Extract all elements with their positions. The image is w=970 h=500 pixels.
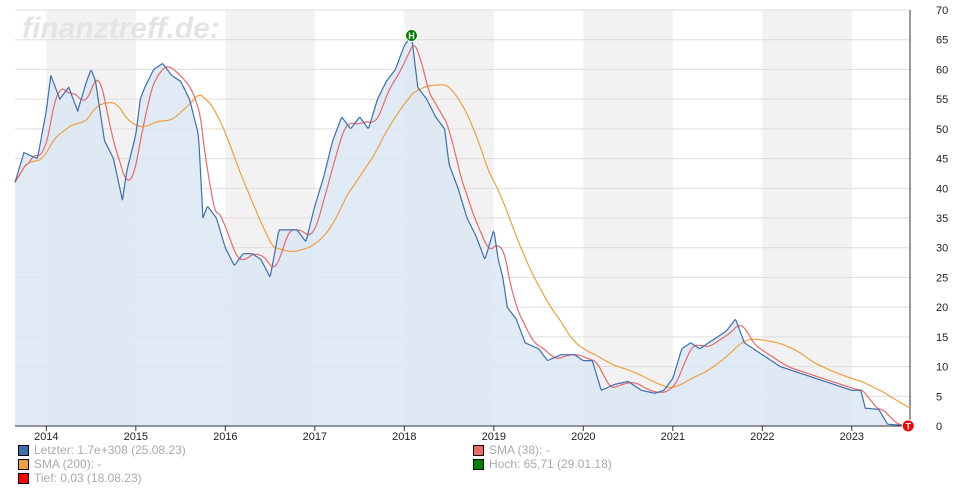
y-tick-label: 30 bbox=[936, 243, 948, 255]
legend-low: Tief: 0,03 (18.08.23) bbox=[18, 471, 142, 485]
sma200-line bbox=[14, 84, 911, 409]
legend-sma38: SMA (38): - bbox=[473, 443, 550, 457]
y-tick-label: 50 bbox=[936, 124, 948, 136]
x-tick-label: 2021 bbox=[661, 431, 685, 443]
y-tick-label: 20 bbox=[936, 302, 948, 314]
legend-label: SMA (200): - bbox=[34, 457, 102, 471]
x-tick-label: 2022 bbox=[750, 431, 774, 443]
x-tick-label: 2018 bbox=[392, 431, 416, 443]
x-tick-label: 2016 bbox=[213, 431, 237, 443]
legend-sma200: SMA (200): - bbox=[18, 457, 101, 471]
legend-swatch bbox=[473, 444, 484, 456]
price-area bbox=[15, 36, 910, 426]
low-marker bbox=[901, 419, 915, 433]
y-tick-label: 45 bbox=[936, 154, 948, 166]
y-tick-label: 65 bbox=[936, 35, 948, 47]
price-line bbox=[14, 35, 910, 427]
legend-label: SMA (38): - bbox=[489, 443, 550, 457]
watermark: finanztreff.de: bbox=[22, 12, 220, 45]
x-tick-label: 2015 bbox=[124, 431, 148, 443]
y-tick-label: 15 bbox=[936, 332, 948, 344]
legend-high: Hoch: 65,71 (29.01.18) bbox=[473, 457, 612, 471]
x-tick-label: 2014 bbox=[34, 431, 58, 443]
y-tick-label: 35 bbox=[936, 213, 948, 225]
legend-label: Tief: 0,03 (18.08.23) bbox=[34, 471, 142, 485]
legend-swatch bbox=[18, 472, 29, 484]
legend-label: Letzter: 1.7e+308 (25.08.23) bbox=[34, 443, 186, 457]
sma38-line bbox=[14, 45, 910, 426]
y-tick-label: 0 bbox=[936, 421, 942, 433]
x-tick-label: 2019 bbox=[482, 431, 506, 443]
x-tick-label: 2017 bbox=[303, 431, 327, 443]
legend-last: Letzter: 1.7e+308 (25.08.23) bbox=[18, 443, 186, 457]
y-tick-label: 25 bbox=[936, 272, 948, 284]
legend-label: Hoch: 65,71 (29.01.18) bbox=[489, 457, 612, 471]
high-marker bbox=[404, 28, 418, 42]
x-tick-label: 2023 bbox=[840, 431, 864, 443]
low-marker-label: T bbox=[905, 421, 911, 431]
y-tick-label: 60 bbox=[936, 64, 948, 76]
legend-swatch bbox=[18, 444, 29, 456]
x-tick-label: 2020 bbox=[571, 431, 595, 443]
y-tick-label: 10 bbox=[936, 362, 948, 374]
legend-swatch bbox=[18, 458, 29, 470]
y-tick-label: 40 bbox=[936, 183, 948, 195]
legend-swatch bbox=[473, 458, 484, 470]
high-marker-label: H bbox=[408, 31, 415, 41]
y-tick-label: 55 bbox=[936, 94, 948, 106]
y-tick-label: 70 bbox=[936, 5, 948, 17]
y-tick-label: 5 bbox=[936, 391, 942, 403]
